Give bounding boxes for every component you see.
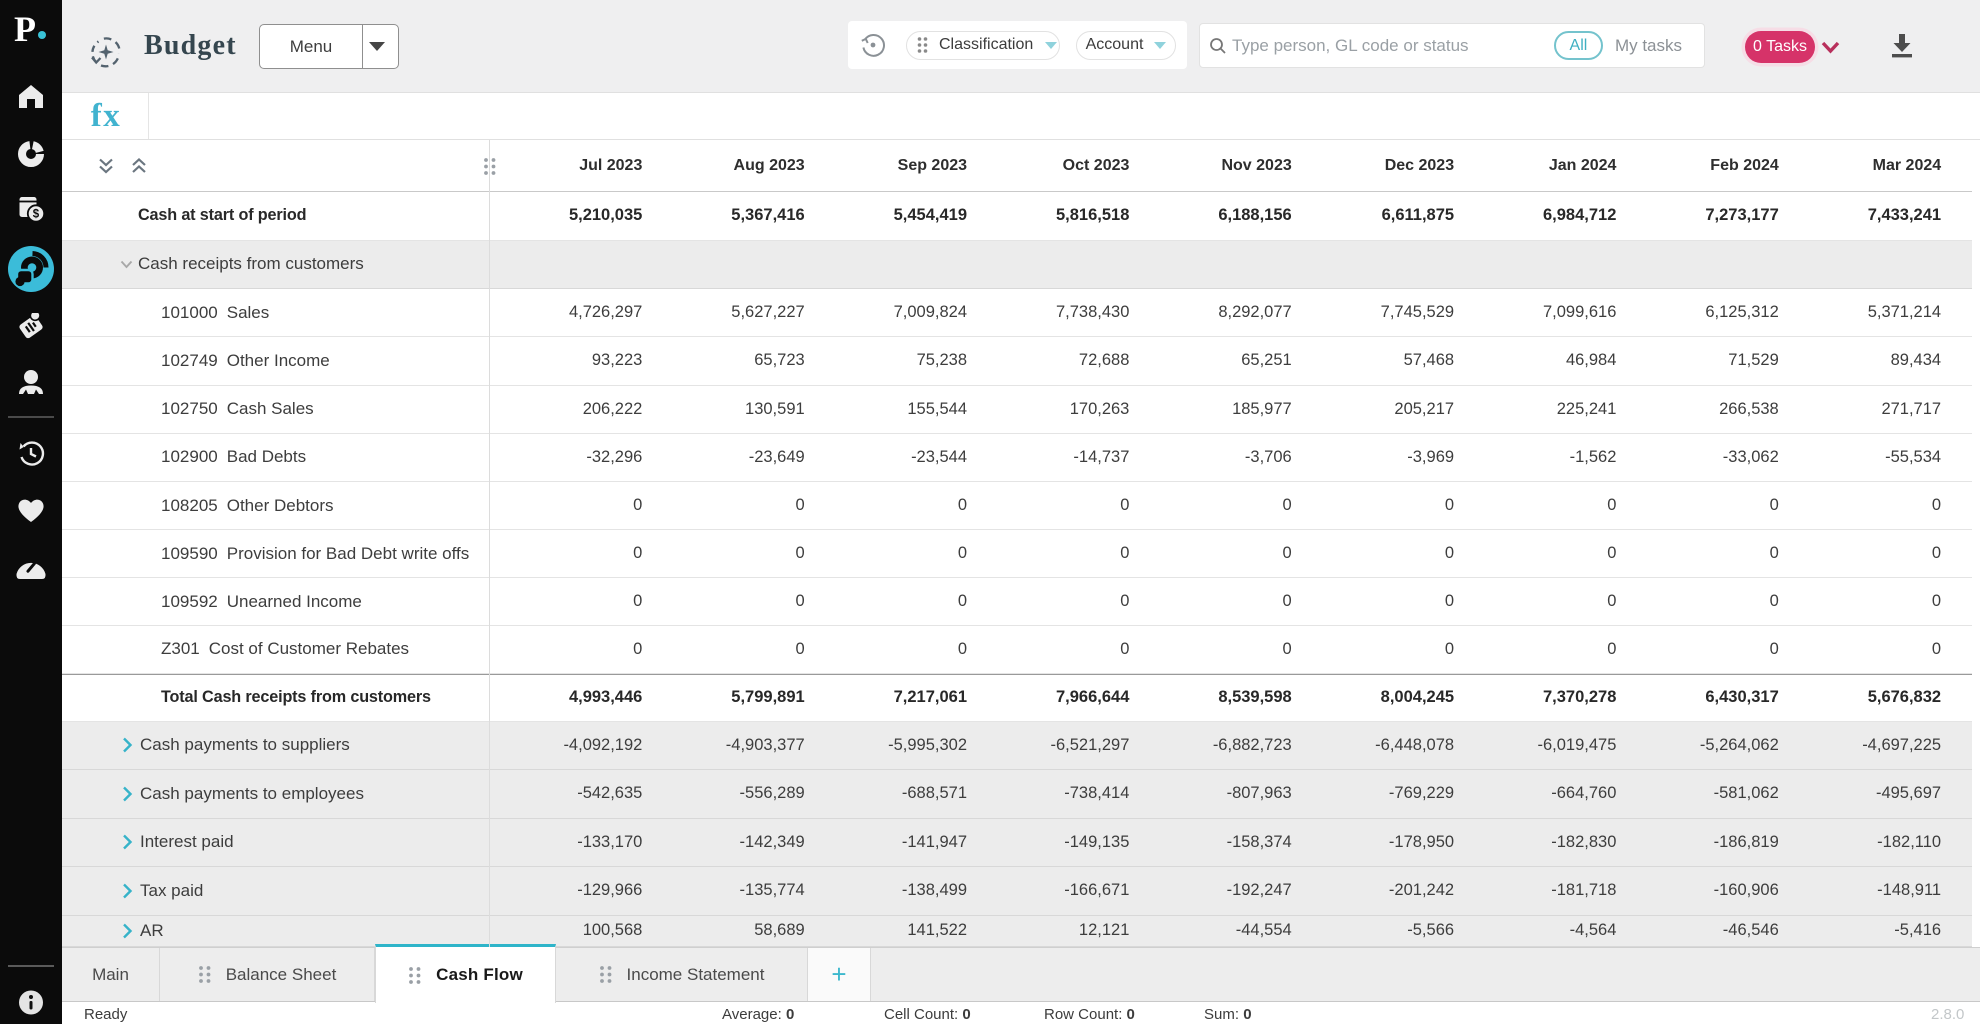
svg-text:$: $ [33, 209, 40, 221]
